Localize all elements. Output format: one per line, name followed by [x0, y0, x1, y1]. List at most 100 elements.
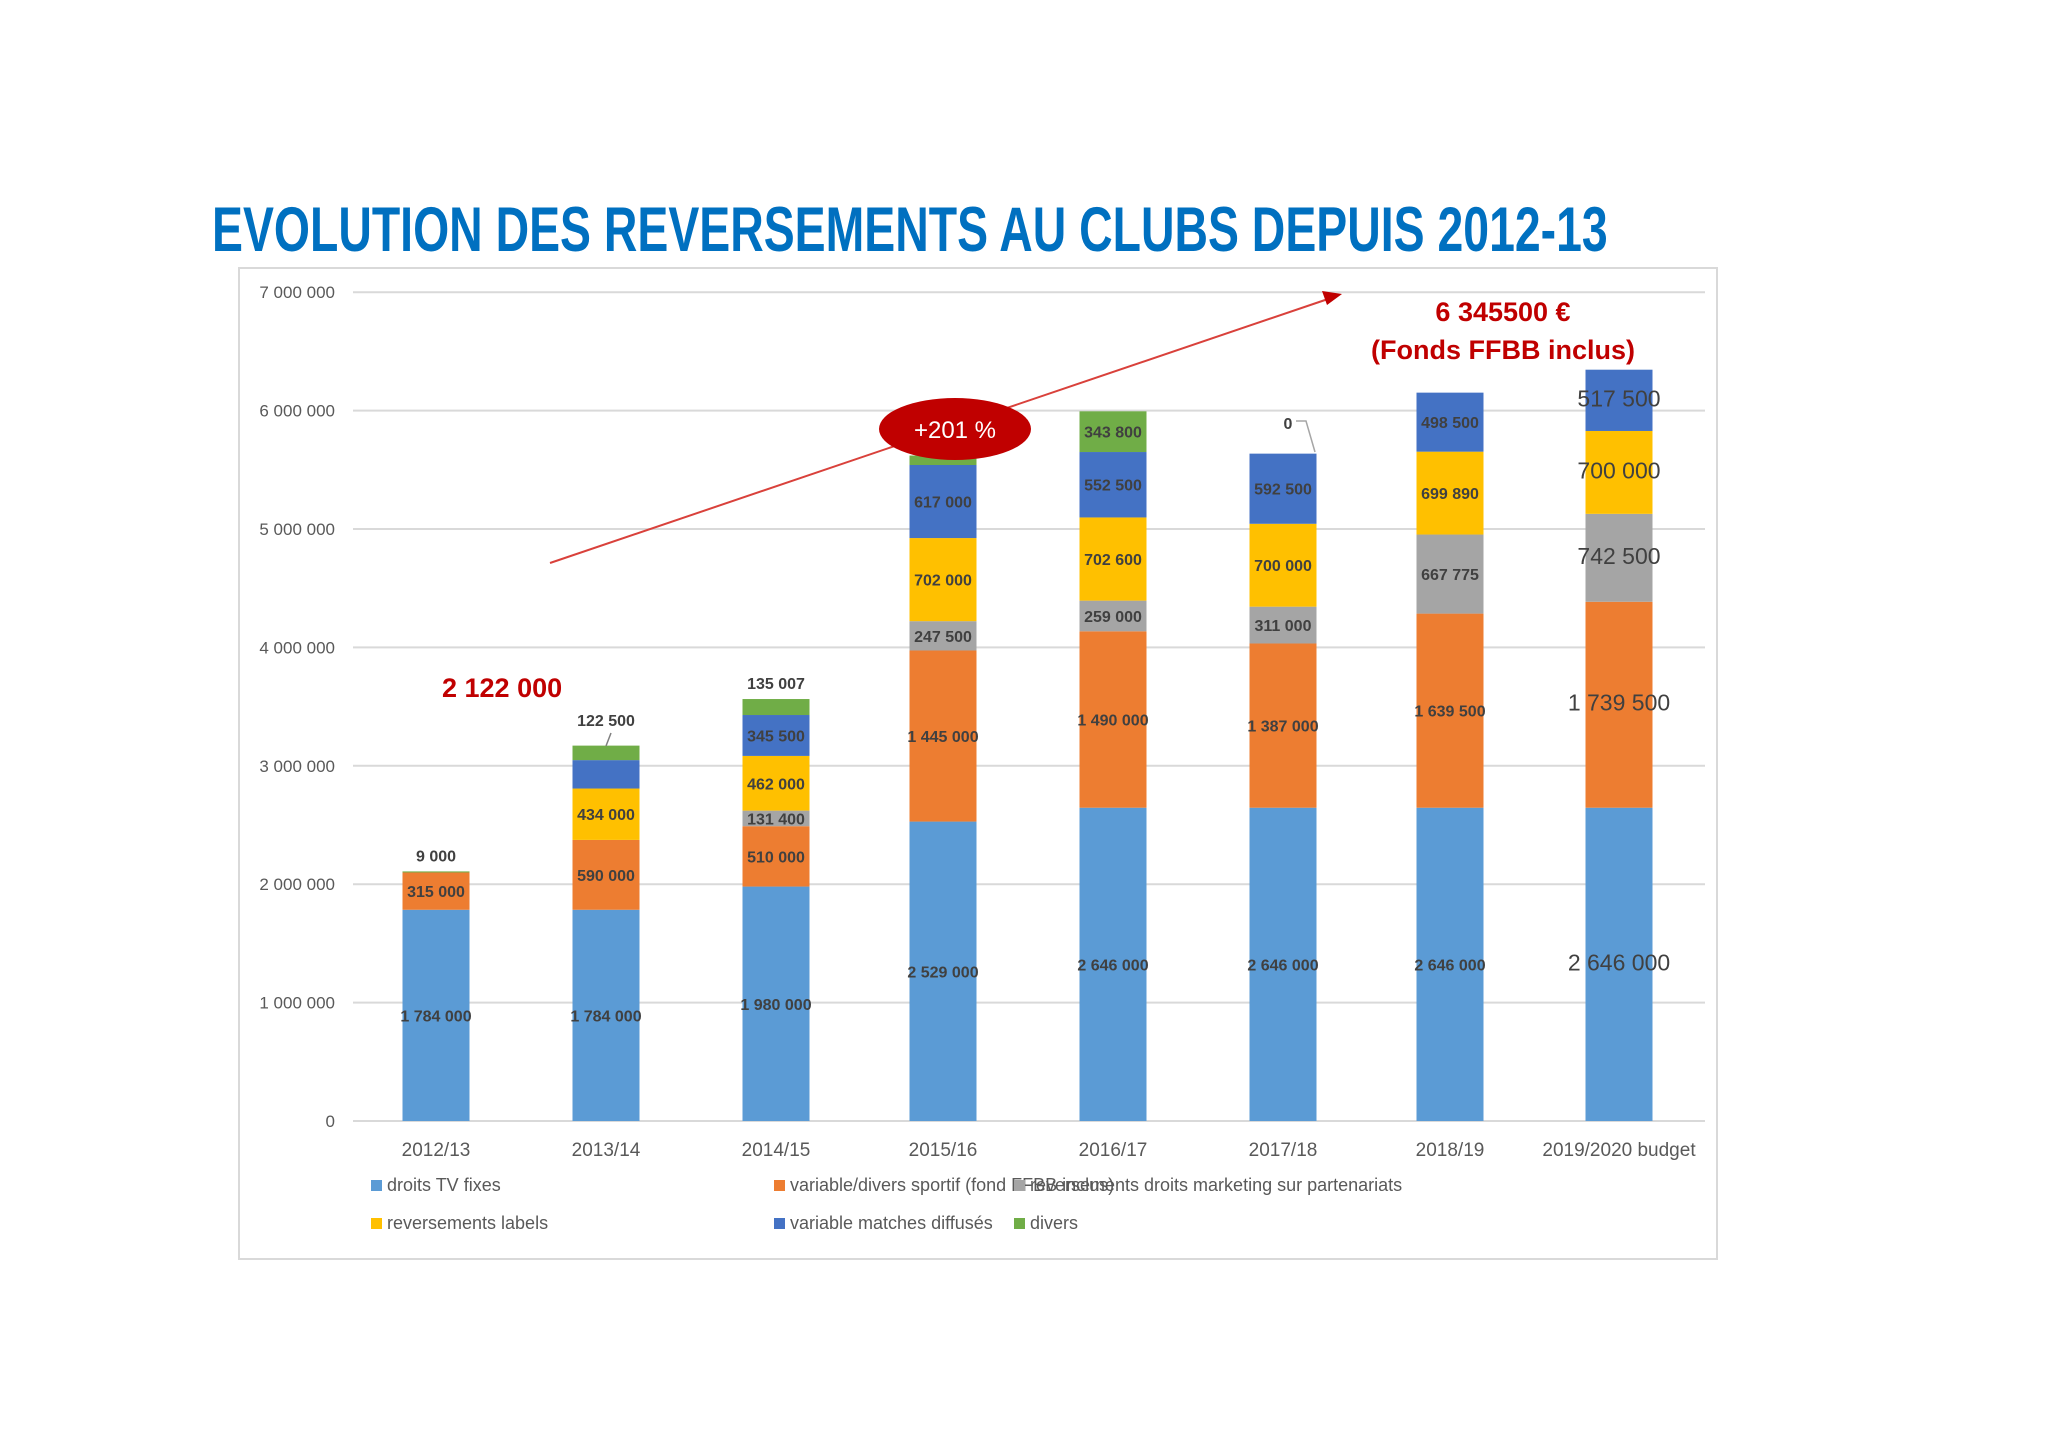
x-tick-label: 2015/16: [909, 1140, 978, 1161]
bar-segment: [1079, 600, 1147, 632]
annotations: 2 122 000 +201 % 6 345500 € (Fonds FFBB …: [442, 291, 1635, 703]
total-2012-label: 2 122 000: [442, 673, 562, 703]
data-label: 699 890: [1421, 486, 1479, 503]
data-label: 259 000: [1084, 609, 1142, 626]
bar-segment: [742, 755, 810, 811]
bar-segment: [1416, 807, 1484, 1121]
legend-item: variable matches diffusés: [774, 1213, 993, 1233]
bar-segment: [742, 699, 810, 716]
x-tick-label: 2012/13: [402, 1140, 471, 1161]
bar-segment: [572, 745, 640, 761]
legend-swatch: [371, 1180, 382, 1191]
bar-segment: [909, 821, 977, 1121]
legend-label: reversements droits marketing sur parten…: [1030, 1175, 1402, 1195]
bar-segment: [1585, 430, 1653, 514]
bar-segment: [572, 788, 640, 840]
y-tick-label: 3 000 000: [259, 757, 335, 776]
data-label: 1 784 000: [400, 1008, 471, 1025]
y-tick-label: 7 000 000: [259, 283, 335, 302]
data-label: 498 500: [1421, 415, 1479, 432]
legend-label: variable matches diffusés: [790, 1213, 993, 1233]
bar-segment: [909, 650, 977, 822]
data-label: 2 646 000: [1414, 957, 1485, 974]
bar-segment: [909, 621, 977, 651]
x-tick-label: 2018/19: [1416, 1140, 1485, 1161]
bar-stack: 2 646 000 1 639 500 667 775 699 890 498 500: [1414, 392, 1486, 1121]
legend-item: droits TV fixes: [371, 1175, 501, 1195]
bar-stack: 2 529 000 1 445 000 247 500 702 000 617 000: [907, 455, 979, 1121]
legend-label: variable/divers sportif (fond FFBB inclu…: [790, 1175, 1114, 1195]
legend-swatch: [371, 1218, 382, 1229]
bar-stack: 2 646 000 1 739 500 742 500 700 000 517 500: [1568, 369, 1670, 1121]
bar-segment: [1249, 523, 1317, 607]
data-label: 343 800: [1084, 425, 1142, 442]
bar-segment: [572, 760, 640, 789]
bar-segment: [572, 909, 640, 1121]
data-label: 552 500: [1084, 478, 1142, 495]
x-axis-ticks: 2012/13 2013/14 2014/15 2015/16 2016/17 2017/…: [402, 1140, 1697, 1161]
bar-segment: [742, 810, 810, 827]
bar-segment: [742, 826, 810, 887]
bar-segment: [1585, 601, 1653, 808]
page-title: EVOLUTION DES REVERSEMENTS AU CLUBS DEPU…: [212, 194, 1608, 266]
data-label: 742 500: [1577, 543, 1660, 569]
bar-segment: [1079, 452, 1147, 518]
bar-segment: [1416, 534, 1484, 614]
data-label: 1 445 000: [907, 729, 978, 746]
legend-label: droits TV fixes: [387, 1175, 501, 1195]
y-tick-label: 2 000 000: [259, 875, 335, 894]
data-label: 131 400: [747, 811, 805, 828]
legend-label: reversements labels: [387, 1213, 548, 1233]
bar-stack: 1 784 000 590 000 434 000 122 500: [570, 713, 642, 1121]
bar-segment: [1585, 513, 1653, 602]
bar-segment: [909, 465, 977, 539]
x-tick-label: 2019/2020 budget: [1542, 1140, 1696, 1161]
legend-item: divers: [1014, 1213, 1078, 1233]
x-tick-label: 2017/18: [1249, 1140, 1318, 1161]
data-label: 345 500: [747, 728, 805, 745]
y-tick-label: 0: [326, 1112, 335, 1131]
total-budget-label: 6 345500 €: [1435, 297, 1570, 327]
bar-stack: 2 646 000 1 387 000 311 000 700 000 592 500 0: [1247, 416, 1319, 1121]
legend-label: divers: [1030, 1213, 1078, 1233]
bar-stack: 2 646 000 1 490 000 259 000 702 600 552 500 3…: [1077, 411, 1149, 1121]
data-label: 2 646 000: [1077, 957, 1148, 974]
data-label: 462 000: [747, 776, 805, 793]
data-label: 590 000: [577, 868, 635, 885]
x-tick-label: 2013/14: [572, 1140, 641, 1161]
data-label: 1 739 500: [1568, 690, 1670, 716]
data-label: 9 000: [416, 848, 456, 865]
legend-item: reversements droits marketing sur parten…: [1014, 1175, 1402, 1195]
legend-swatch: [1014, 1180, 1025, 1191]
growth-badge: [879, 398, 1031, 460]
growth-badge-text: +201 %: [914, 417, 996, 444]
y-tick-label: 4 000 000: [259, 638, 335, 657]
data-label: 667 775: [1421, 567, 1479, 584]
bar-segment: [572, 839, 640, 910]
data-label: 517 500: [1577, 385, 1660, 411]
bar-segment: [1249, 606, 1317, 644]
bar-segment: [909, 538, 977, 622]
data-label: 1 387 000: [1247, 719, 1318, 736]
bars: 1 784 000 315 000 9 000 1 784 000 590 000 434…: [400, 369, 1670, 1121]
bar-segment: [742, 886, 810, 1121]
data-label: 311 000: [1255, 618, 1312, 635]
bar-segment: [402, 871, 470, 873]
bar-segment: [1079, 517, 1147, 601]
bar-segment: [1079, 807, 1147, 1121]
bar-segment: [1416, 392, 1484, 452]
data-label: 592 500: [1254, 482, 1312, 499]
data-label: 702 600: [1084, 552, 1142, 569]
data-label: 1 490 000: [1077, 713, 1148, 730]
data-label: 315 000: [407, 884, 465, 901]
arrow-head-icon: [1322, 291, 1342, 305]
leader-line: [605, 732, 612, 747]
data-label: 2 646 000: [1568, 949, 1670, 975]
data-label: 1 639 500: [1414, 704, 1485, 721]
x-tick-label: 2014/15: [742, 1140, 811, 1161]
legend-swatch: [774, 1180, 785, 1191]
bar-segment: [1079, 631, 1147, 808]
legend: droits TV fixes variable/divers sportif (…: [371, 1175, 1402, 1233]
legend-swatch: [774, 1218, 785, 1229]
